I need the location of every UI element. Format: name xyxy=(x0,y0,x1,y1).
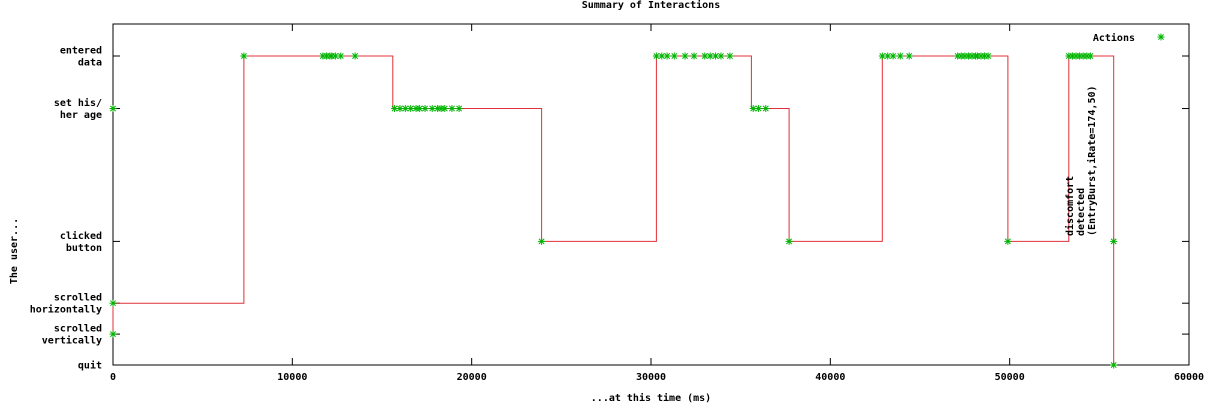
y-tick-label-scrolled_vertically: scrolled vertically xyxy=(42,324,102,347)
action-point xyxy=(985,53,992,60)
action-point xyxy=(691,53,698,60)
action-point xyxy=(422,105,429,112)
action-point xyxy=(538,238,545,245)
action-point xyxy=(906,53,913,60)
legend: Actions xyxy=(1093,32,1165,44)
action-point xyxy=(337,53,344,60)
action-point xyxy=(448,105,455,112)
action-point xyxy=(1110,238,1117,245)
action-point xyxy=(762,105,769,112)
x-axis: 0 10000 20000 30000 40000 50000 60000 xyxy=(110,24,1204,383)
action-point xyxy=(664,53,671,60)
legend-marker xyxy=(1158,34,1165,41)
action-point xyxy=(717,53,724,60)
action-points xyxy=(110,53,1118,369)
action-point xyxy=(682,53,689,60)
x-tick-label: 20000 xyxy=(457,372,487,383)
series-line xyxy=(113,56,1114,365)
legend-label: Actions xyxy=(1093,32,1135,44)
y-tick-label-quit: quit xyxy=(78,360,102,372)
action-point xyxy=(110,105,117,112)
action-point xyxy=(786,238,793,245)
action-point xyxy=(456,105,463,112)
x-tick-label: 30000 xyxy=(636,372,666,383)
plot-frame xyxy=(113,24,1189,365)
action-point xyxy=(671,53,678,60)
x-tick-label: 50000 xyxy=(995,372,1025,383)
action-point xyxy=(1087,53,1094,60)
action-point xyxy=(897,53,904,60)
action-point xyxy=(1004,238,1011,245)
y-axis-label: The user... xyxy=(9,218,20,284)
y-tick-label-clicked_button: clicked button xyxy=(60,230,102,254)
legend-marker-star xyxy=(1158,34,1165,41)
x-tick-label: 0 xyxy=(110,372,116,383)
y-tick-label-set_age: set his/her age xyxy=(54,97,102,121)
x-tick-label: 10000 xyxy=(277,372,307,383)
action-point xyxy=(110,300,117,307)
action-point xyxy=(352,53,359,60)
chart-title: Summary of Interactions xyxy=(582,0,720,11)
action-point xyxy=(890,53,897,60)
y-axis: quit scrolled vertically scrolled horizontal… xyxy=(30,46,1189,372)
action-point xyxy=(441,105,448,112)
y-tick-label-scrolled_horizontally: scrolled horizontally xyxy=(30,293,102,316)
x-tick-label: 40000 xyxy=(815,372,845,383)
action-point xyxy=(1110,362,1117,369)
action-point xyxy=(726,53,733,60)
y-tick-label-entered_data: entered data xyxy=(60,46,102,69)
x-axis-label: ...at this time (ms) xyxy=(591,392,711,404)
action-point xyxy=(110,331,117,338)
action-point xyxy=(755,105,762,112)
action-point xyxy=(240,53,247,60)
x-tick-label: 60000 xyxy=(1174,372,1204,383)
